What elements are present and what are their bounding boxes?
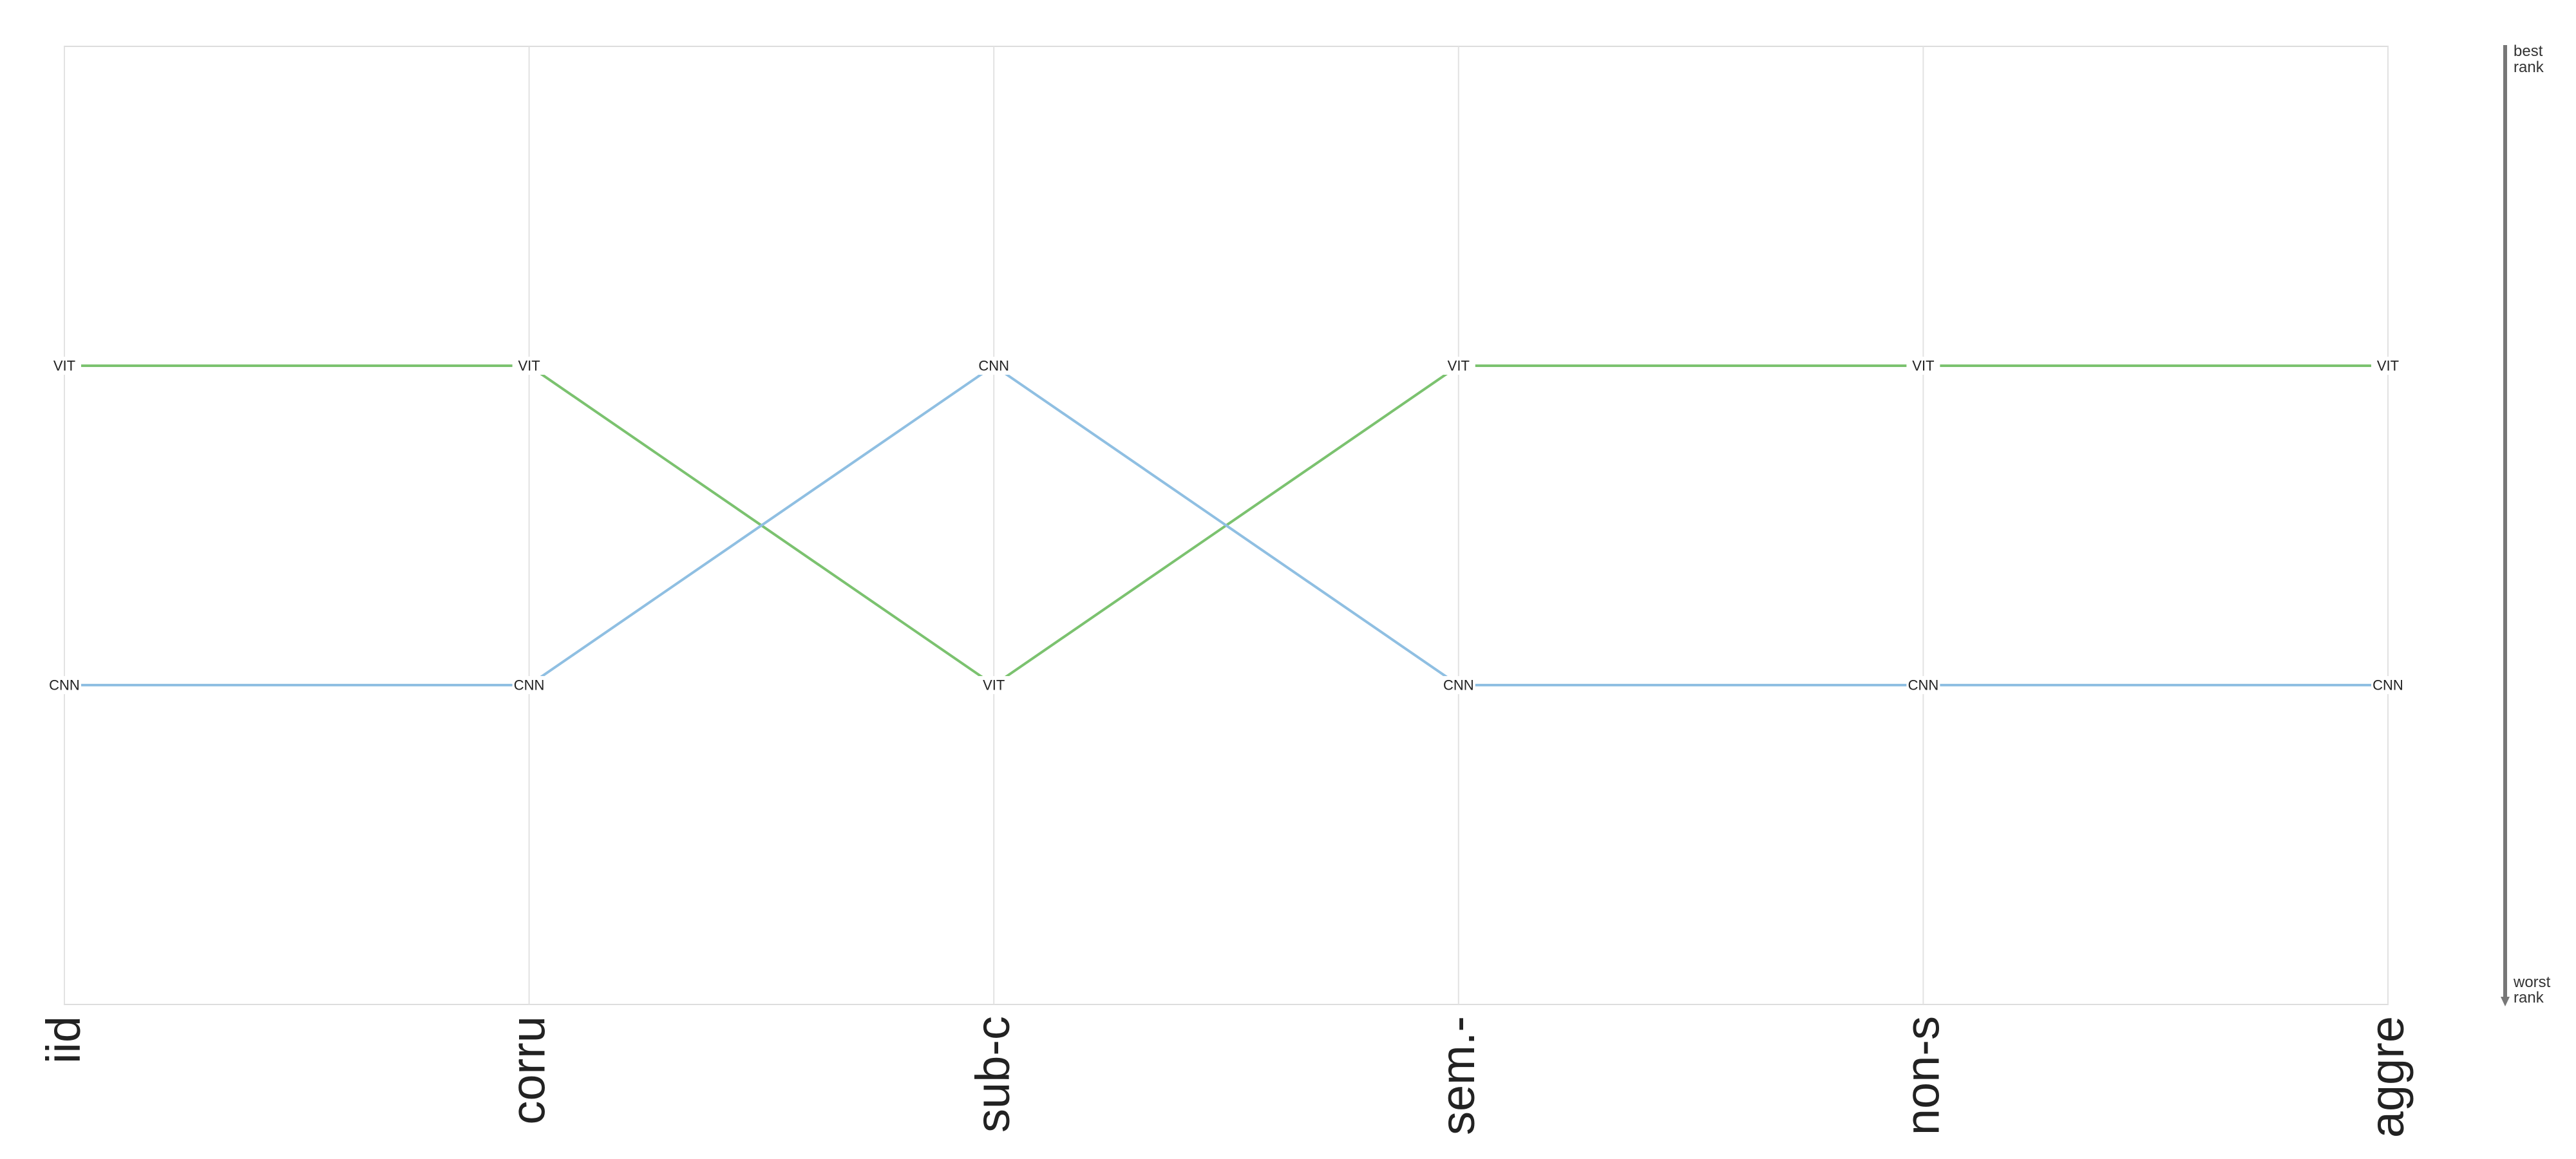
best-rank-label-line2: rank: [2514, 59, 2544, 76]
rank-label-bg: [1906, 676, 1940, 694]
rank-label-bg: [1441, 676, 1475, 694]
rank-axis: best rank worst rank: [2501, 42, 2551, 1006]
rank-label-bg: [512, 676, 546, 694]
rank-label-vit-iid: VIT: [53, 358, 75, 374]
best-rank-label-line1: best: [2514, 42, 2543, 60]
worst-rank-label-line1: worst: [2513, 974, 2551, 991]
worst-rank-label-line2: rank: [2514, 989, 2544, 1006]
rank-label-cnn-iid: CNN: [49, 677, 80, 693]
rank-label-cnn-sub-c: CNN: [978, 358, 1009, 374]
rank-label-vit-sub-c: VIT: [983, 677, 1005, 693]
category-label-non-s: non-s: [1895, 1016, 1949, 1135]
rank-label-cnn-sem.-: CNN: [1443, 677, 1474, 693]
rank-label-bg: [1906, 357, 1940, 375]
rank-label-vit-sem.-: VIT: [1448, 358, 1470, 374]
rank-label-bg: [977, 357, 1011, 375]
rank-label-bg: [48, 357, 81, 375]
rank-label-cnn-aggre: CNN: [2372, 677, 2403, 693]
rank-label-vit-non-s: VIT: [1912, 358, 1934, 374]
category-label-corru: corru: [502, 1016, 555, 1125]
rank-axis-arrowhead: [2501, 997, 2510, 1006]
rank-label-vit-aggre: VIT: [2377, 358, 2399, 374]
category-label-iid: iid: [37, 1016, 90, 1064]
rank-label-cnn-corru: CNN: [514, 677, 545, 693]
rank-label-bg: [977, 676, 1011, 694]
grid: [64, 46, 2389, 1005]
series-lines: [64, 364, 2388, 687]
rank-label-bg: [2371, 357, 2405, 375]
category-labels: iid corru sub-c sem.- non-s aggre: [37, 1016, 2414, 1138]
rank-label-vit-corru: VIT: [518, 358, 540, 374]
rank-label-bg: [1441, 357, 1475, 375]
rank-label-bg: [48, 676, 81, 694]
rank-labels: VIT VIT VIT VIT VIT VIT CNN CNN CNN CNN CNN CNN: [48, 357, 2405, 694]
category-label-sub-c: sub-c: [966, 1016, 1019, 1133]
series-line-cnn: [64, 364, 2388, 686]
rank-label-cnn-non-s: CNN: [1908, 677, 1939, 693]
category-label-sem.-: sem.-: [1431, 1016, 1484, 1135]
category-label-aggre: aggre: [2360, 1016, 2414, 1138]
rank-label-bg: [2371, 676, 2405, 694]
rank-label-bg: [512, 357, 546, 375]
